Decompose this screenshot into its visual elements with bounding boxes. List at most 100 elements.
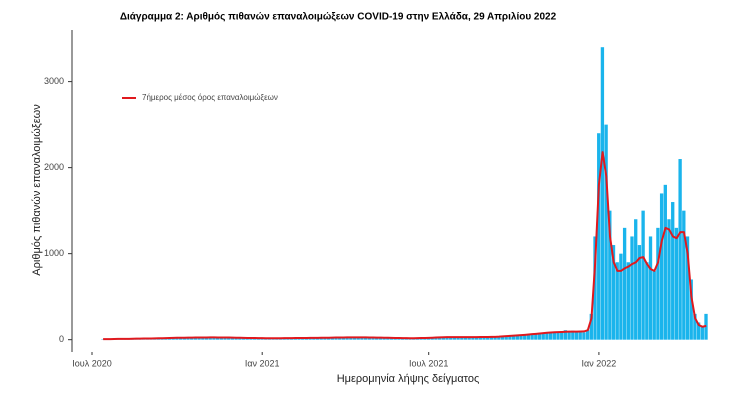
bar — [645, 262, 649, 340]
bar — [693, 313, 697, 340]
bar — [585, 330, 590, 340]
bar — [685, 236, 690, 340]
bar — [597, 133, 601, 340]
bar — [190, 337, 194, 340]
bar — [541, 332, 545, 340]
bar — [560, 331, 564, 340]
bar — [611, 245, 616, 340]
bar — [486, 337, 490, 340]
bar — [452, 337, 457, 340]
bar — [537, 333, 542, 340]
bar — [526, 334, 531, 340]
y-tick-label: 0 — [59, 334, 64, 344]
bar — [567, 331, 571, 340]
bar — [552, 331, 556, 340]
bar — [171, 338, 175, 340]
bar — [634, 219, 638, 340]
bar — [641, 210, 645, 340]
bar — [678, 159, 682, 340]
bar — [511, 335, 516, 340]
bar — [382, 337, 386, 340]
bar — [608, 210, 612, 340]
bar — [389, 338, 394, 340]
bar — [700, 326, 704, 340]
bar — [497, 336, 501, 340]
bar — [578, 331, 582, 340]
bar — [201, 337, 205, 340]
chart-title: Διάγραμμα 2: Αριθμός πιθανών επαναλοιμώξ… — [120, 12, 557, 23]
bar — [648, 236, 653, 340]
bar — [460, 336, 464, 340]
bar — [671, 202, 675, 340]
bar — [630, 236, 634, 340]
bar — [345, 337, 349, 340]
bar — [471, 337, 475, 340]
x-tick-label: Ιαν 2022 — [582, 358, 617, 368]
y-tick-label: 2000 — [44, 162, 64, 172]
bar — [604, 124, 608, 340]
bar — [212, 337, 216, 340]
bar — [326, 337, 331, 340]
bar — [349, 337, 353, 340]
bar — [467, 337, 471, 340]
bar — [315, 338, 320, 340]
bar — [563, 330, 568, 340]
bar — [530, 334, 534, 340]
bar — [178, 337, 183, 340]
bar — [667, 219, 671, 340]
bar — [338, 337, 342, 340]
bar — [449, 337, 453, 340]
y-tick-label: 1000 — [44, 248, 64, 258]
bar — [600, 47, 605, 340]
bar — [441, 337, 445, 340]
bar — [500, 336, 505, 340]
bar — [682, 210, 686, 340]
bar — [696, 322, 701, 340]
x-axis-title: Ημερομηνία λήψης δείγματος — [337, 373, 480, 385]
bar — [689, 279, 693, 340]
bar — [626, 262, 630, 340]
bar — [330, 337, 334, 340]
legend-label: 7ήμερος μέσος όρος επαναλοιμώξεων — [142, 93, 278, 102]
bar — [589, 313, 593, 340]
bar — [463, 337, 468, 340]
bar — [556, 332, 560, 340]
bar — [489, 337, 494, 340]
bar — [241, 338, 246, 340]
bar — [619, 253, 623, 340]
x-tick-label: Ιουλ 2021 — [409, 358, 448, 368]
bar — [482, 336, 486, 340]
bar — [227, 337, 231, 340]
y-axis-title: Αριθμός πιθανών επαναλοιμώξεων — [31, 104, 43, 276]
bar — [193, 337, 198, 340]
bar — [571, 330, 575, 340]
bar — [663, 184, 667, 340]
average-line — [103, 151, 707, 341]
x-tick-label: Ιουλ 2020 — [72, 358, 111, 368]
x-tick-label: Ιαν 2021 — [245, 358, 280, 368]
bar — [515, 335, 519, 340]
bar — [215, 337, 220, 340]
bar — [474, 337, 479, 340]
bar — [637, 245, 642, 340]
bar — [230, 337, 235, 340]
bar — [519, 334, 523, 340]
bar — [367, 337, 371, 340]
bar — [582, 332, 586, 340]
bar — [545, 332, 549, 340]
bar — [375, 337, 379, 340]
bar — [360, 337, 364, 340]
bar — [208, 337, 212, 340]
bar — [493, 336, 497, 340]
bar — [548, 331, 553, 340]
bar — [656, 227, 660, 340]
bar — [659, 193, 664, 340]
bar — [219, 337, 223, 340]
bar — [615, 262, 619, 340]
bar — [523, 334, 527, 340]
bar — [456, 337, 460, 340]
bar — [622, 227, 627, 340]
bar — [534, 333, 538, 340]
bar — [652, 270, 656, 340]
